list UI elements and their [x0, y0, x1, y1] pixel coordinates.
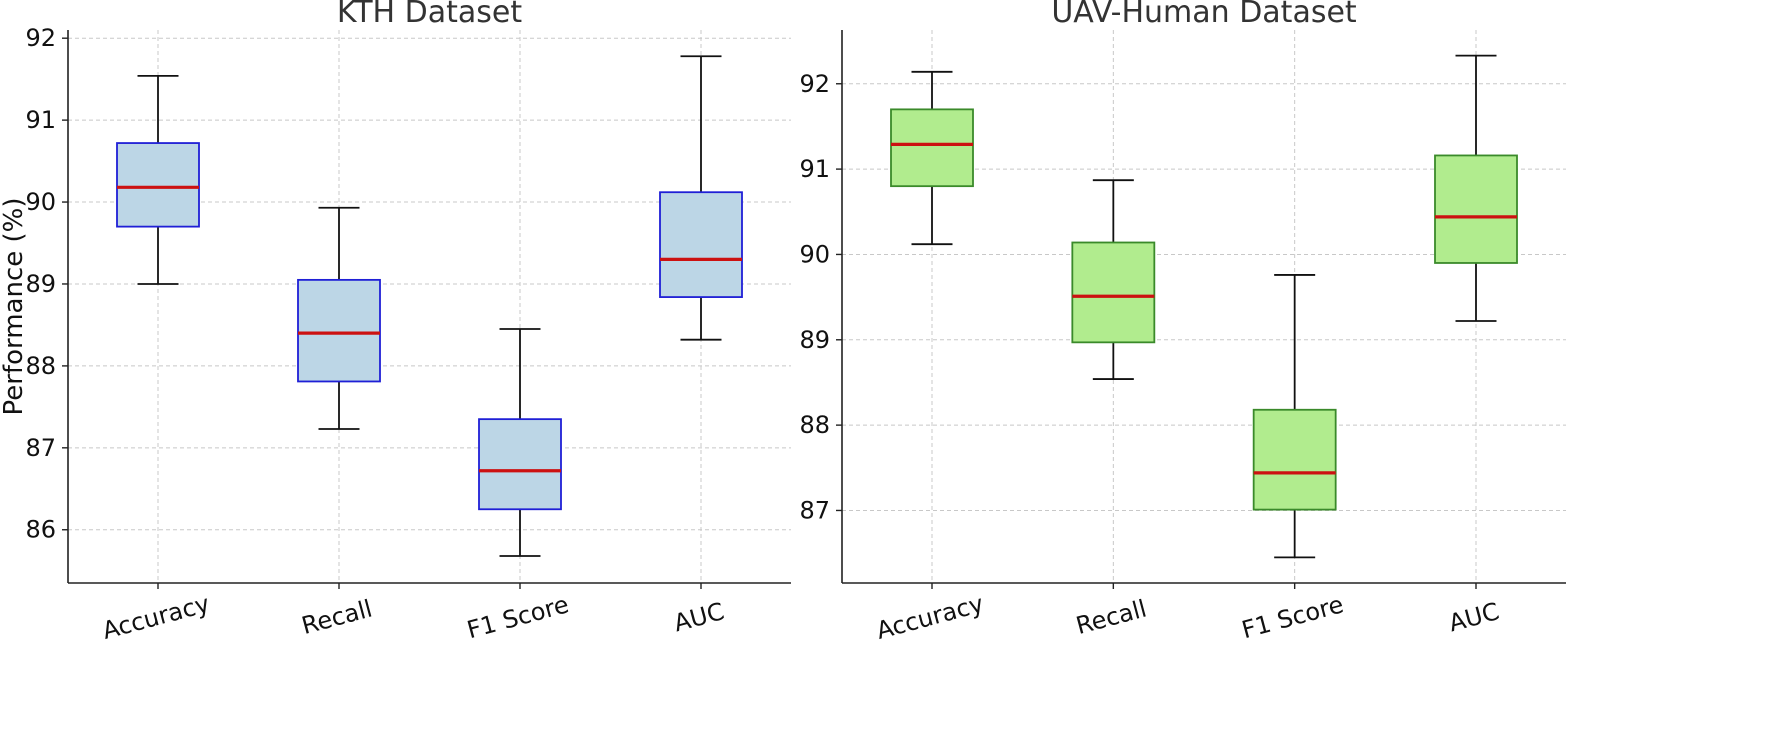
box-plots	[890, 54, 1518, 559]
x-tick-label: AUC	[1446, 597, 1502, 637]
x-tick-labels: Accuracy Recall F1 Score AUC	[873, 590, 1502, 645]
chart-title: UAV-Human Dataset	[1051, 0, 1357, 30]
grid-lines	[68, 30, 791, 583]
y-tick-label: 90	[25, 188, 56, 216]
y-tick-label: 88	[25, 352, 56, 380]
iqr-box	[478, 418, 562, 511]
box-accuracy	[116, 74, 200, 285]
chart-kth: KTH Dataset Performance (%) 86 87 88 89 90 91…	[0, 0, 791, 645]
box-plots	[116, 55, 743, 557]
x-tick-label: AUC	[671, 597, 727, 637]
y-tick-labels: 87 88 89 90 91 92	[799, 70, 830, 525]
box-f1-score	[478, 328, 562, 557]
box-accuracy	[890, 70, 974, 246]
x-tick-label: F1 Score	[464, 590, 572, 644]
axes-spines	[62, 30, 791, 589]
y-tick-label: 87	[25, 434, 56, 462]
iqr-box	[659, 191, 743, 298]
box-recall	[1071, 179, 1156, 380]
y-tick-label: 86	[25, 516, 56, 544]
iqr-box	[890, 108, 974, 188]
y-tick-label: 89	[799, 326, 830, 354]
x-tick-label: F1 Score	[1239, 590, 1347, 644]
iqr-box	[1434, 154, 1518, 264]
y-axis-label: Performance (%)	[0, 197, 29, 415]
x-tick-label: Recall	[299, 594, 375, 640]
y-tick-label: 91	[799, 155, 830, 183]
box-recall	[297, 206, 381, 430]
y-tick-labels: 86 87 88 89 90 91 92	[25, 24, 56, 544]
x-tick-label: Recall	[1073, 594, 1149, 640]
y-tick-label: 89	[25, 270, 56, 298]
y-tick-label: 92	[25, 24, 56, 52]
x-tick-labels: Accuracy Recall F1 Score AUC	[99, 590, 727, 645]
box-f1-score	[1252, 274, 1337, 559]
x-tick-label: Accuracy	[99, 590, 212, 645]
box-auc	[1434, 54, 1518, 322]
y-tick-label: 91	[25, 106, 56, 134]
y-tick-label: 90	[799, 240, 830, 268]
y-tick-label: 88	[799, 411, 830, 439]
iqr-box	[1252, 408, 1337, 511]
chart-uav-human: UAV-Human Dataset 87 88 89 90 91 92 Accuracy R…	[799, 0, 1566, 645]
y-tick-label: 87	[799, 496, 830, 524]
iqr-box	[116, 142, 200, 228]
y-tick-label: 92	[799, 70, 830, 98]
chart-title: KTH Dataset	[337, 0, 522, 30]
iqr-box	[297, 278, 381, 383]
x-tick-label: Accuracy	[873, 590, 986, 645]
iqr-box	[1071, 241, 1156, 344]
box-auc	[659, 55, 743, 341]
axes-spines	[836, 30, 1566, 589]
